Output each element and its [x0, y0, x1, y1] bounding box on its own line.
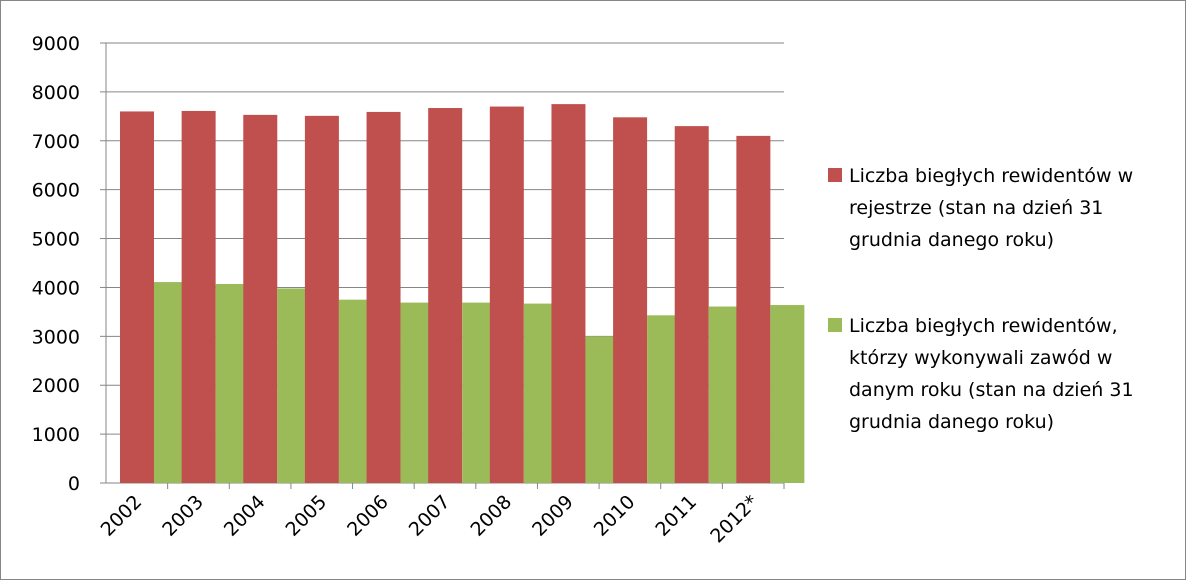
legend-swatch-practicing: [828, 318, 842, 332]
bar-practicing: [770, 305, 805, 483]
y-tick-label: 1000: [32, 424, 80, 446]
x-tick-label: 2010: [590, 491, 640, 541]
x-tick-label: 2012*: [706, 491, 762, 547]
x-tick-label: 2005: [282, 491, 332, 541]
y-tick-label: 5000: [32, 229, 80, 251]
legend-entry-practicing: Liczba biegłych rewidentów, którzy wykon…: [828, 310, 1173, 438]
bar-registered: [551, 104, 586, 483]
x-tick-label: 2011: [651, 491, 701, 541]
bar-registered: [736, 135, 771, 483]
x-tick-label: 2009: [528, 491, 578, 541]
x-tick-label: 2004: [220, 491, 270, 541]
y-tick-label: 3000: [32, 326, 80, 348]
y-tick-label: 4000: [32, 277, 80, 299]
y-tick-label: 9000: [32, 33, 80, 55]
bar-registered: [674, 126, 709, 483]
bar-registered: [304, 115, 339, 483]
legend-swatch-registered: [828, 168, 842, 182]
y-tick-label: 8000: [32, 82, 80, 104]
x-tick-label: 2002: [97, 491, 147, 541]
bar-registered: [428, 108, 463, 484]
bar-registered: [366, 111, 401, 483]
bar-registered: [489, 106, 524, 484]
y-tick-label: 7000: [32, 131, 80, 153]
y-tick-label: 6000: [32, 180, 80, 202]
legend-label-practicing: Liczba biegłych rewidentów, którzy wykon…: [849, 315, 1134, 433]
bar-registered: [243, 114, 278, 483]
x-tick-label: 2003: [158, 491, 208, 541]
legend-entry-registered: Liczba biegłych rewidentów w rejestrze (…: [828, 160, 1173, 256]
legend-label-registered: Liczba biegłych rewidentów w rejestrze (…: [849, 165, 1134, 251]
y-tick-label: 2000: [32, 375, 80, 397]
bar-registered: [613, 117, 648, 484]
y-tick-label: 0: [68, 473, 80, 495]
x-tick-label: 2008: [466, 491, 516, 541]
x-tick-label: 2006: [343, 491, 393, 541]
bar-registered: [120, 111, 154, 483]
x-tick-label: 2007: [405, 491, 455, 541]
bar-registered: [181, 110, 216, 483]
